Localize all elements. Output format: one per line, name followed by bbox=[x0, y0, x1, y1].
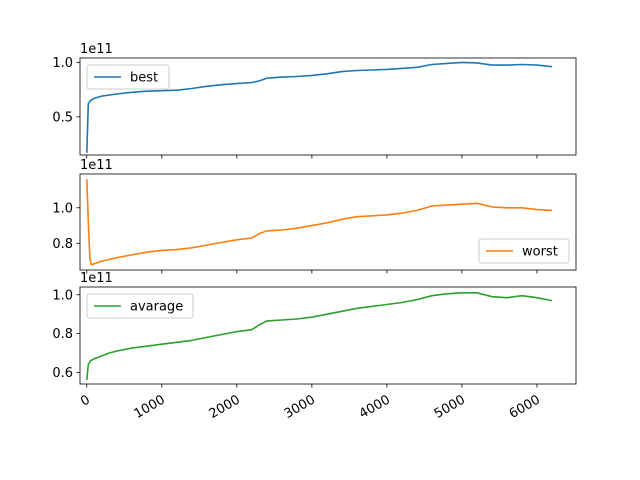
y-tick-label: 1.0 bbox=[52, 56, 73, 71]
offset-label: 1e11 bbox=[80, 42, 113, 57]
legend: avarage bbox=[86, 293, 194, 319]
y-tick-label: 1.0 bbox=[52, 288, 73, 303]
y-tick-label: 1.0 bbox=[52, 201, 73, 216]
series-line-worst bbox=[86, 179, 553, 266]
legend-label-best: best bbox=[130, 71, 158, 86]
legend-box bbox=[86, 64, 170, 90]
legend-label-worst: worst bbox=[522, 245, 558, 260]
y-tick-label: 0.5 bbox=[52, 110, 73, 125]
y-tick-label: 0.8 bbox=[52, 237, 73, 252]
legend-box bbox=[478, 238, 570, 264]
legend-box bbox=[86, 293, 194, 319]
legend-label-avarage: avarage bbox=[130, 300, 183, 315]
axes-frame bbox=[79, 57, 577, 156]
series-line-avarage bbox=[86, 291, 553, 381]
legend: best bbox=[86, 64, 170, 90]
y-tick-label: 0.6 bbox=[52, 366, 73, 381]
subplot-worst: 0.8 1.0 1e11 worst bbox=[52, 158, 577, 274]
offset-label: 1e11 bbox=[80, 158, 113, 173]
axes-frame bbox=[79, 173, 577, 271]
axes-frame bbox=[79, 286, 577, 385]
offset-label: 1e11 bbox=[80, 271, 113, 286]
series-line-best bbox=[86, 61, 553, 153]
subplot-best: 0.5 1.0 1e11 best bbox=[52, 42, 577, 159]
legend: worst bbox=[478, 238, 570, 264]
y-tick-label: 0.8 bbox=[52, 327, 73, 342]
